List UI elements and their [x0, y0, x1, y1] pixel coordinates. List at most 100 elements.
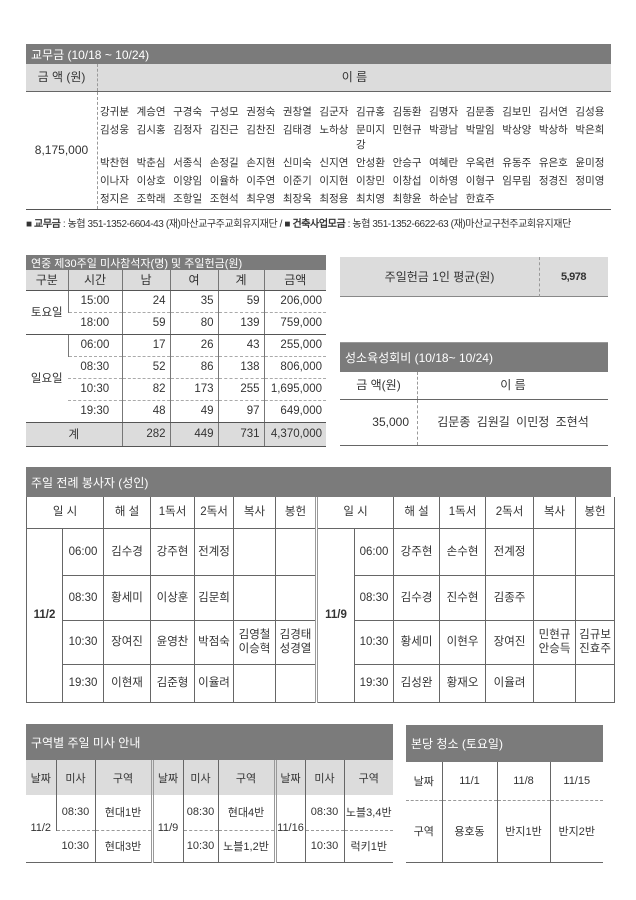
column-header: 미사 [182, 760, 218, 795]
cleaning-date: 11/8 [496, 762, 550, 801]
account-text-1: : 농협 351-1352-6604-43 (재)마산교구주교회유지재단 / [60, 219, 285, 230]
server-name [233, 574, 277, 621]
server-name [275, 663, 318, 703]
attendance-table: 구분 시간 남 여 계 금액 토요일 15:00 24 35 59 206,000 18:00 59 80 1… [26, 270, 326, 447]
server-name [233, 527, 277, 576]
donor-name: 한효주 [465, 193, 495, 205]
donor-name: 김태경 [282, 124, 312, 136]
cleaning-date: 11/15 [549, 762, 603, 801]
server-name: 전계정 [485, 527, 535, 576]
service-date: 11/2 [26, 527, 63, 703]
average-value: 5,978 [560, 271, 587, 283]
donor-name: 김규홍 [356, 106, 385, 118]
mass-time: 19:30 [61, 663, 105, 703]
offering-names: 강귀분 계승연 구경숙 구성모 권정숙 권창열 김군자 김규홍 김동환 김명자 김문종 김보민 김서연 김… [100, 105, 612, 207]
donor-name: 박말임 [465, 124, 495, 136]
donor-name: 김찬진 [246, 124, 276, 136]
mass-date: 11/2 [30, 822, 52, 835]
column-header: 여 [169, 270, 218, 291]
mass-time: 19:30 [354, 663, 395, 703]
district-name: 노블3,4반 [343, 795, 393, 831]
donor-name: 하순남 [429, 193, 459, 205]
attendance-value: 649,000 [263, 400, 326, 423]
mass-time: 06:00 [61, 527, 105, 576]
column-header: 2독서 [194, 497, 235, 529]
cleaning-area: 용호동 [441, 800, 497, 862]
servers-row: 11/2 06:00 김수경 강주현 전계정 11/9 06:00 강주현 손수현 전계정 [26, 527, 616, 703]
mass-time: 08:30 [68, 356, 122, 379]
mass-time: 08:30 [304, 795, 344, 831]
attendance-total-row: 계 282 449 731 4,370,000 [26, 421, 326, 447]
mass-time: 15:00 [67, 290, 122, 313]
server-name [533, 574, 577, 621]
donor-name: 문미지강 [356, 124, 385, 151]
district-name: 럭키1반 [343, 830, 393, 862]
youth-col-names: 이 름 [500, 378, 526, 392]
donor-name: 유동주 [502, 157, 532, 169]
youth-amount: 35,000 [340, 400, 418, 445]
server-name: 김영철 이승혁 [233, 619, 277, 665]
attendance-value: 59 [217, 290, 264, 313]
donor-name: 정경진 [538, 175, 568, 187]
column-header: 날짜 [26, 760, 56, 795]
donor-name: 유은호 [538, 157, 568, 169]
donor-name: 신지연 [319, 157, 349, 169]
mass-time: 10:30 [182, 830, 218, 862]
mass-time: 08:30 [182, 795, 218, 831]
mass-time: 10:30 [61, 840, 90, 852]
donor-name: 정미영 [575, 175, 605, 187]
donor-name: 김성용 [575, 106, 605, 118]
donor-name: 조현석 [209, 193, 239, 205]
server-name: 황재오 [439, 663, 487, 703]
server-name: 김수경 [103, 527, 152, 576]
attendance-row: 19:30 48 49 97 649,000 [26, 400, 326, 423]
bullet-icon: ■ [26, 219, 35, 230]
attendance-header-row: 구분 시간 남 여 계 금액 [26, 270, 326, 291]
server-name: 박점숙 [194, 619, 235, 665]
mass-time: 06:00 [67, 334, 122, 357]
donor-name: 윤미정 [575, 157, 605, 169]
attendance-value: 35 [169, 290, 218, 313]
donor-name: 이창섭 [392, 175, 422, 187]
donor-name: 이창민 [356, 175, 385, 187]
donor-name: 박상하 [538, 124, 568, 136]
total-value: 731 [217, 421, 264, 447]
column-header: 일 시 [25, 497, 105, 529]
column-header: 구분 [26, 270, 68, 291]
district-name: 노블1,2반 [217, 830, 275, 862]
column-header: 계 [217, 270, 264, 291]
youth-title: 성소육성회비 (10/18~ 10/24) [340, 343, 608, 372]
donor-name: 박광남 [429, 124, 459, 136]
cleaning-area: 반지2반 [549, 800, 603, 862]
donor-name: 이지현 [319, 175, 349, 187]
district-header-row: 날짜 미사 구역 날짜 미사 구역 날짜 미사 구역 [26, 760, 393, 795]
donor-name: 김군자 [319, 106, 349, 118]
server-name [533, 527, 577, 576]
server-name: 이율려 [194, 663, 235, 703]
donor-name: 박상양 [502, 124, 532, 136]
attendance-value: 139 [217, 312, 264, 335]
donor-name: 이하영 [429, 175, 459, 187]
mass-date: 11/16 [273, 795, 305, 862]
attendance-value: 138 [217, 356, 264, 379]
youth-col-amount: 금 액(원) [340, 372, 418, 399]
mass-time: 10:30 [68, 378, 122, 401]
youth-row: 35,000 김문종 김원길 이민정 조현석 [340, 400, 608, 446]
cleaning-table: 날짜 11/1 11/8 11/15 구역 용호동 반지1반 반지2반 [406, 762, 603, 863]
day-label: 토요일 [26, 290, 68, 335]
youth-header-row: 금 액(원) 이 름 [340, 372, 608, 400]
donor-name: 이나자 [100, 175, 129, 187]
donor-name: 권창열 [282, 106, 312, 118]
attendance-value: 49 [169, 400, 218, 423]
column-header: 해 설 [393, 497, 441, 529]
server-name [533, 663, 577, 703]
donor-name: 김보민 [502, 106, 532, 118]
donor-name: 구성모 [209, 106, 239, 118]
district-name: 현대3반 [94, 830, 152, 862]
server-name: 장여진 [485, 619, 535, 665]
donor-name: 노하상 [319, 124, 349, 136]
column-header: 남 [121, 270, 170, 291]
column-header: 1독서 [439, 497, 487, 529]
district-title: 구역별 주일 미사 안내 [26, 724, 393, 760]
